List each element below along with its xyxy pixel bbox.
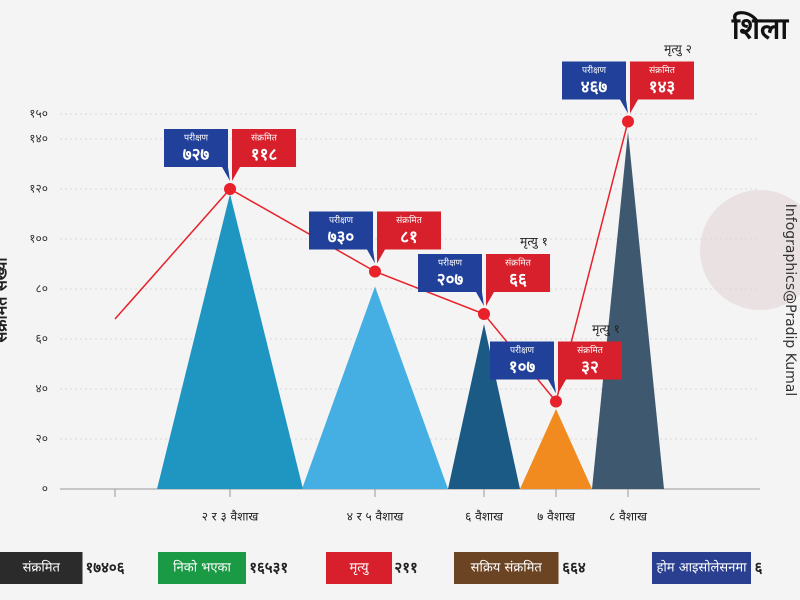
x-tick-label: ४ र ५ वैशाख <box>347 510 404 524</box>
callout-header: संक्रमित <box>505 257 532 269</box>
callout-box <box>232 129 296 181</box>
callout-value: २०७ <box>437 270 464 290</box>
summary-label: होम आइसोलेसनमा <box>657 560 748 576</box>
summary-label-box <box>652 552 751 584</box>
callout-header: परीक्षण <box>438 257 463 269</box>
callout-box <box>418 254 484 306</box>
callout-header: संक्रमित <box>251 132 278 144</box>
y-tick-label: २० <box>36 432 48 446</box>
x-tick-label: २ र ३ वैशाख <box>202 510 259 524</box>
credit: Infographics@Pradip Kumal <box>782 204 798 396</box>
triangle-bar <box>520 409 592 489</box>
x-tick-label: ७ वैशाख <box>537 510 575 524</box>
callout-box <box>377 211 441 264</box>
callout-value: १०७ <box>509 358 536 378</box>
callout-header: संक्रमित <box>649 64 676 76</box>
y-tick-label: ० <box>42 482 48 496</box>
callout-header: परीक्षण <box>582 64 607 76</box>
y-tick-label: ४० <box>36 382 48 396</box>
death-annotation: मृत्यु १ <box>592 322 620 337</box>
summary-value: २११ <box>394 559 417 577</box>
triangle-bar <box>592 131 664 489</box>
y-tick-label: १०० <box>29 232 48 246</box>
summary-label: निको भएका <box>173 560 231 576</box>
y-tick-label: १५० <box>29 107 48 121</box>
summary-label-box <box>158 552 246 584</box>
callout-value: ११८ <box>251 145 278 165</box>
y-tick-label: १४० <box>29 132 48 146</box>
callout-box <box>490 341 556 394</box>
brand: शिला <box>731 11 790 47</box>
callout-value: ७२७ <box>183 145 210 165</box>
summary-value: १६५३१ <box>249 559 288 577</box>
line-dot <box>369 265 381 278</box>
death-annotation: मृत्यु १ <box>520 235 548 250</box>
callout-box <box>486 254 550 306</box>
summary-label: मृत्यु <box>349 561 369 576</box>
callout-box <box>164 129 230 181</box>
triangle-bar <box>302 286 448 489</box>
callout-box <box>309 211 375 264</box>
summary-value: ६ <box>755 559 763 577</box>
y-axis-label: संक्रमित संख्या <box>0 257 11 344</box>
summary-label: सक्रिय संक्रमित <box>471 560 543 576</box>
callout-header: संक्रमित <box>396 214 423 226</box>
summary-value: १७४०६ <box>86 559 125 577</box>
callout-box <box>630 61 694 114</box>
line-dot <box>550 395 562 408</box>
callout-value: ७३० <box>328 228 355 248</box>
callout-value: ८१ <box>400 228 418 248</box>
y-tick-label: ८० <box>36 282 48 296</box>
callout-box <box>558 341 622 394</box>
line-dot <box>622 115 634 128</box>
death-annotation: मृत्यु २ <box>664 42 692 57</box>
summary-label-box <box>0 552 83 584</box>
x-tick-label: ८ वैशाख <box>609 510 647 524</box>
virus-decoration <box>700 190 800 310</box>
triangle-bar <box>448 324 520 489</box>
callout-header: परीक्षण <box>510 344 535 356</box>
y-tick-label: ६० <box>36 332 48 346</box>
line-dot <box>224 183 236 195</box>
summary-value: ६६४ <box>562 559 586 577</box>
callout-value: १४३ <box>649 78 676 98</box>
summary-label-box <box>454 552 559 584</box>
x-tick-label: ६ वैशाख <box>465 510 503 524</box>
line-dot <box>478 308 490 320</box>
y-tick-label: १२० <box>29 182 48 196</box>
callout-header: परीक्षण <box>184 132 209 144</box>
callout-header: परीक्षण <box>329 214 354 226</box>
callout-value: ३२ <box>581 358 599 378</box>
callout-box <box>562 61 628 114</box>
summary-label-box <box>326 552 392 584</box>
callout-header: संक्रमित <box>577 344 604 356</box>
callout-value: ६६ <box>509 270 527 290</box>
callout-value: ४६७ <box>581 78 608 98</box>
summary-label: संक्रमित <box>23 560 61 576</box>
triangle-bar <box>157 194 303 489</box>
